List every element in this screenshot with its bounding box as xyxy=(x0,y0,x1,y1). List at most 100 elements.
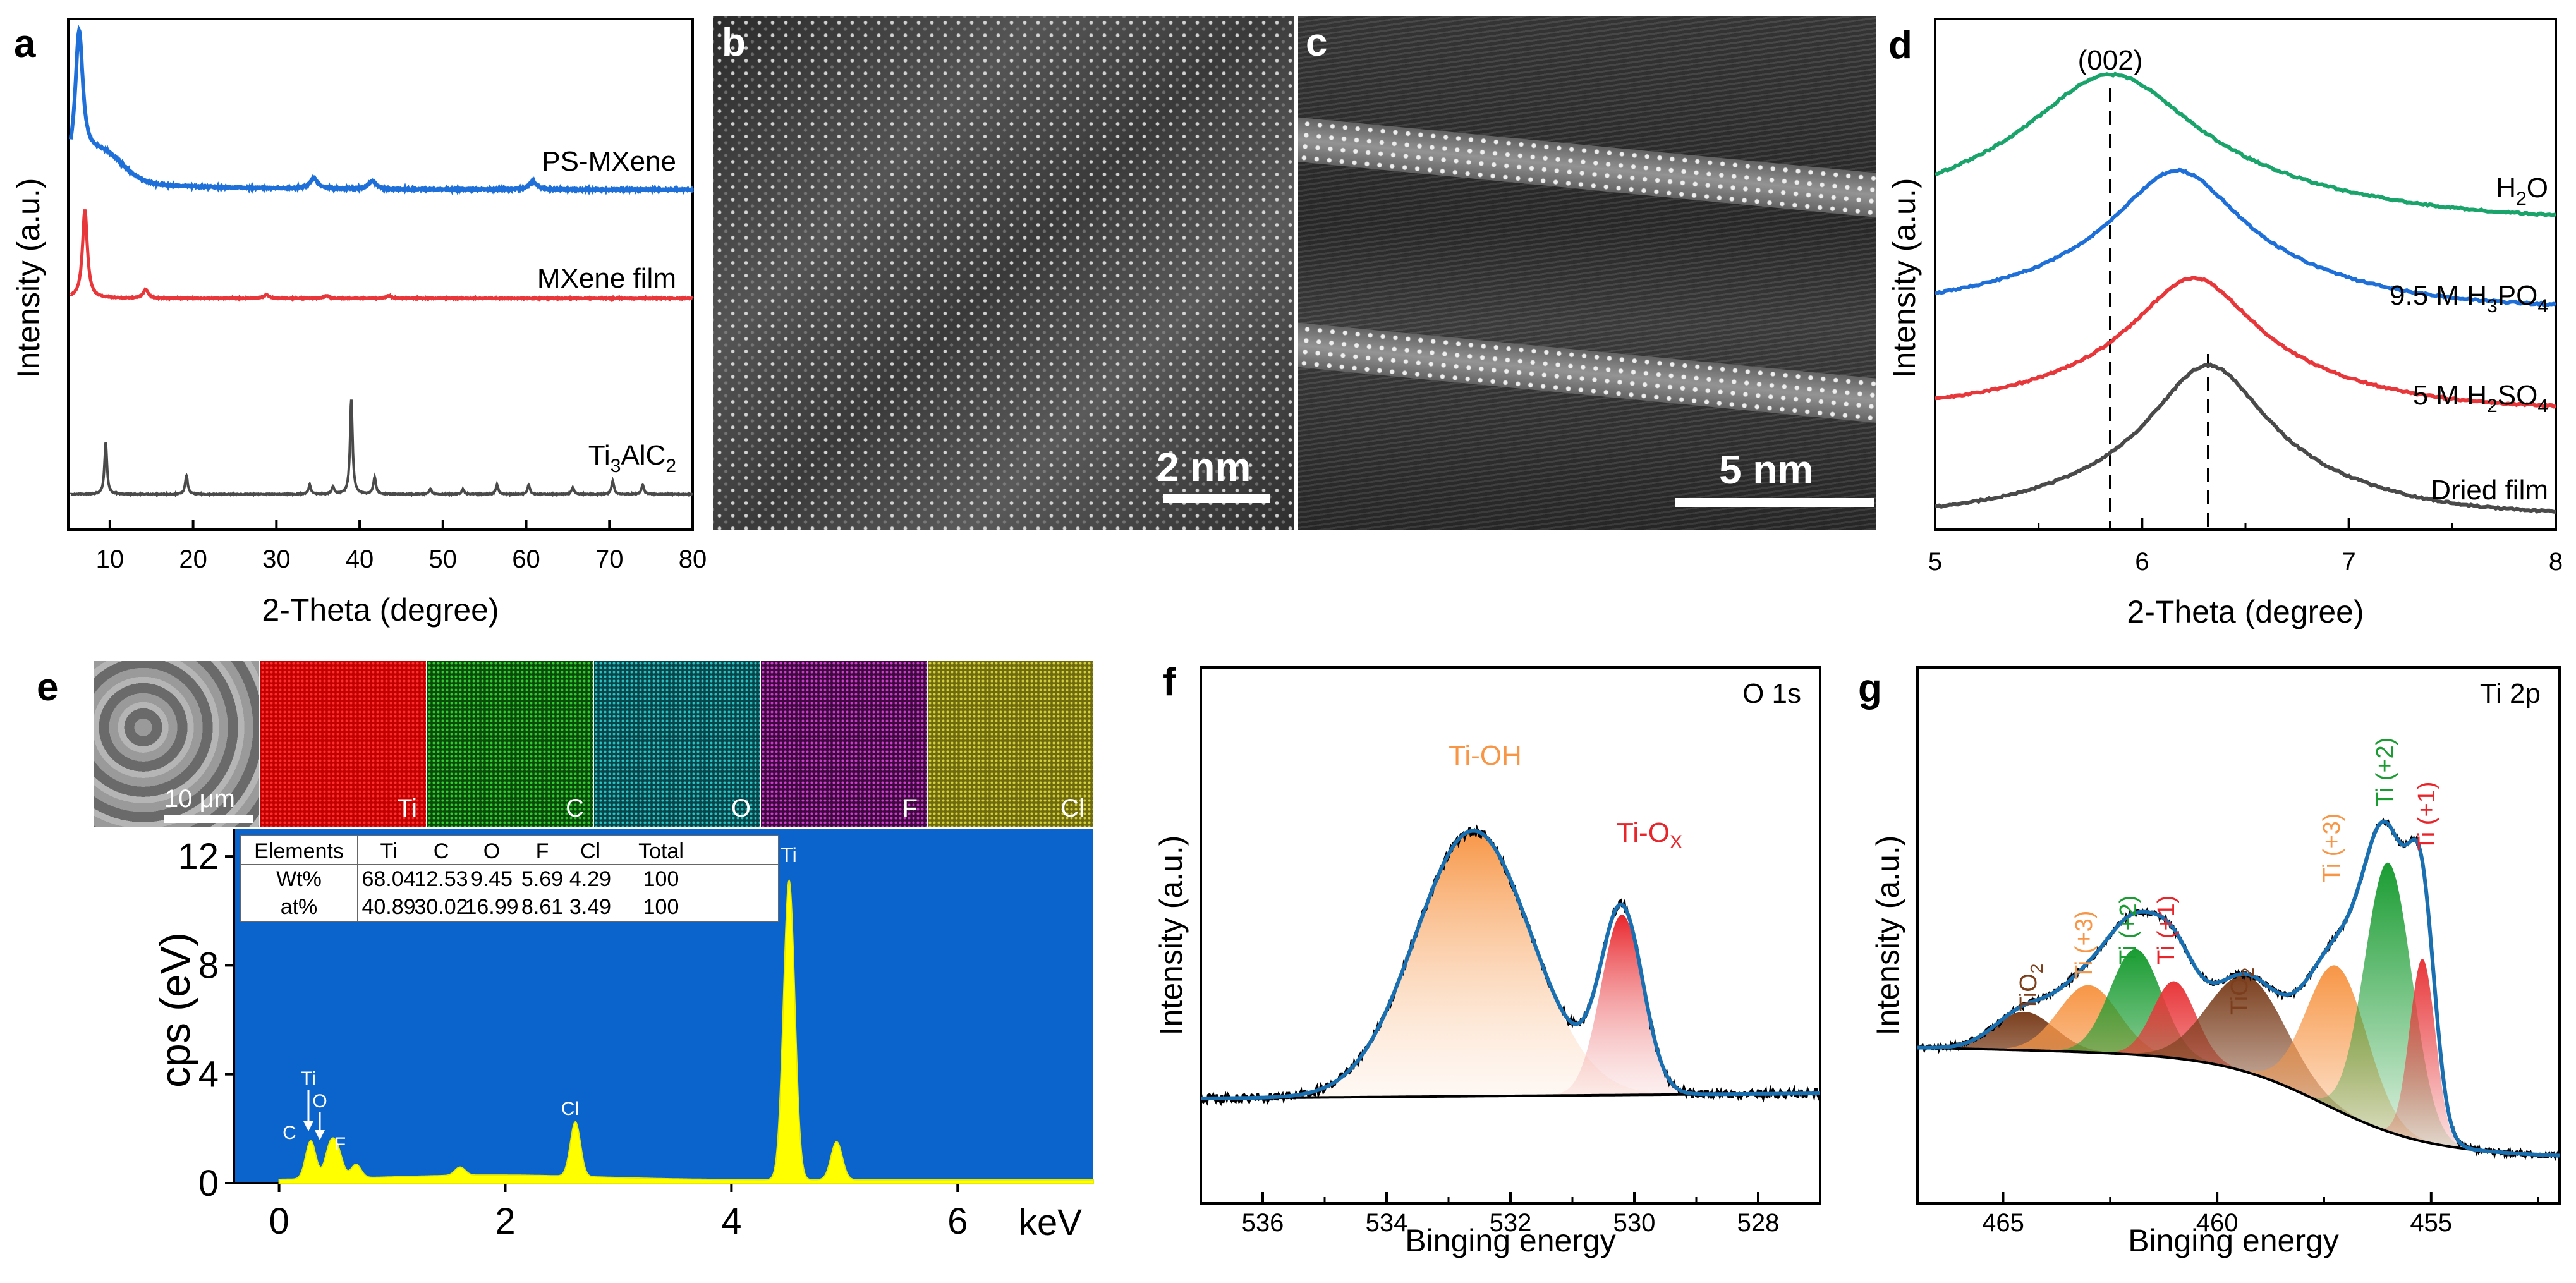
peak-label-ti-main: Ti xyxy=(781,844,796,866)
table-cell: at% xyxy=(281,895,318,919)
label-tio2: TiO2 xyxy=(2227,968,2257,1015)
x-tick-label: 465 xyxy=(1982,1209,2024,1237)
peak-label-002: (002) xyxy=(2078,45,2143,76)
y-tick-label: 4 xyxy=(198,1054,219,1095)
fit-envelope-line xyxy=(1201,829,1820,1100)
table-cell: 68.04 xyxy=(361,867,415,891)
table-cell: 30.02 xyxy=(414,895,468,919)
label-ti3: Ti (+3) xyxy=(2071,911,2098,980)
table-cell: 5.69 xyxy=(521,867,563,891)
table-cell: 100 xyxy=(643,867,679,891)
panel-c-hrtem-image: c 5 nm xyxy=(1298,16,1876,530)
x-tick-label: 20 xyxy=(179,545,207,573)
lattice-band xyxy=(1298,112,1876,224)
panel-letter: d xyxy=(1888,23,1912,67)
plot-frame xyxy=(1934,18,2557,531)
scale-bar-label: 2 nm xyxy=(1157,444,1251,490)
table-cell: F xyxy=(536,839,549,863)
map-label: Cl xyxy=(1060,794,1084,822)
x-axis-label: Binging energy xyxy=(1405,1223,1616,1258)
x-axis-unit: keV xyxy=(1019,1202,1082,1243)
x-ticks: 5 6 7 8 xyxy=(1928,518,2563,576)
table-cell: C xyxy=(434,839,449,863)
fit-peak-ti-1- xyxy=(1917,959,2560,1156)
series-label-h2so4: 5 M H2SO4 xyxy=(2413,380,2548,417)
series-line-h2so4 xyxy=(1935,276,2556,409)
background-line xyxy=(1917,1046,2560,1157)
x-ticks: 536 534 532 530 528 xyxy=(1242,1192,1779,1237)
series-line-dried-film xyxy=(1935,362,2556,514)
x-tick-label: 534 xyxy=(1366,1209,1408,1237)
series-line-mxene-film xyxy=(70,209,694,303)
panel-f-xps-o1s-chart: f Intensity (a.u.) Binging energy O 1s 5… xyxy=(1153,660,1821,1258)
spectrum-title: Ti 2p xyxy=(2480,678,2541,709)
x-tick-label: 7 xyxy=(2342,548,2356,576)
sem-scale-label: 10 μm xyxy=(164,785,235,813)
eds-map-f: F xyxy=(761,661,927,827)
x-tick-label: 6 xyxy=(947,1201,968,1242)
lattice-band xyxy=(1298,318,1876,429)
arrow-head xyxy=(315,1130,325,1140)
table-cell: 12.53 xyxy=(414,867,468,891)
x-axis-label: 2-Theta (degree) xyxy=(262,592,499,628)
x-tick-label: 6 xyxy=(2135,548,2149,576)
plot-frame xyxy=(67,18,694,531)
axis-ticks: 0 2 4 6 0 4 8 12 xyxy=(178,836,968,1242)
eds-map-ti: Ti xyxy=(260,661,426,827)
label-ti2: Ti (+2) xyxy=(2115,896,2142,964)
label-ti1: Ti (+1) xyxy=(2153,896,2180,964)
x-tick-label: 8 xyxy=(2549,548,2563,576)
series-label-dried-film: Dried film xyxy=(2431,475,2548,506)
panel-a-xrd-chart: a Intensity (a.u.) 2-Theta (degree) 10 20… xyxy=(11,18,707,628)
panel-g-xps-ti2p-chart: g Intensity (a.u.) Binging energy Ti 2p … xyxy=(1858,666,2561,1258)
table-cell: 9.45 xyxy=(471,867,513,891)
table-cell: 100 xyxy=(643,895,679,919)
x-ticks: 10 20 30 40 50 60 70 80 xyxy=(96,520,707,573)
table-cell: Elements xyxy=(254,839,344,863)
table-cell: Ti xyxy=(380,839,397,863)
peak-label-f: F xyxy=(334,1134,346,1155)
series-label-h2o: H2O xyxy=(2496,173,2548,209)
map-label: F xyxy=(902,794,918,822)
x-tick-label: 80 xyxy=(679,545,707,573)
peak-label-c: C xyxy=(283,1122,296,1143)
label-ti1: Ti (+1) xyxy=(2414,782,2440,851)
series-line-ti3alc2 xyxy=(70,399,694,498)
eds-spectrum-fill xyxy=(278,879,1094,1184)
table-cell: Total xyxy=(638,839,684,863)
fit-peak-ti-2- xyxy=(1917,862,2560,1156)
map-label: C xyxy=(566,794,584,822)
y-axis-label: Intensity (a.u.) xyxy=(1153,836,1189,1036)
plot-frame xyxy=(1916,666,2561,1205)
series-label-ps-mxene: PS-MXene xyxy=(542,146,676,177)
x-tick-label: 5 xyxy=(1928,548,1942,576)
label-ti2: Ti (+2) xyxy=(2372,738,2398,806)
fit-peak-tio2 xyxy=(1917,975,2560,1156)
x-tick-label: 530 xyxy=(1613,1209,1656,1237)
fit-peak-ti-3- xyxy=(1917,985,2560,1156)
x-tick-label: 2 xyxy=(495,1201,515,1242)
x-tick-label: 455 xyxy=(2410,1209,2452,1237)
y-axis-label: Intensity (a.u.) xyxy=(1870,836,1905,1036)
panel-letter: c xyxy=(1306,21,1328,64)
table-cell: Wt% xyxy=(276,867,322,891)
x-axis-label: 2-Theta (degree) xyxy=(2127,594,2364,629)
series-line-h3po4 xyxy=(1935,167,2557,307)
panel-e-eds-spectrum: 0 2 4 6 0 4 8 12 cps (eV) keV Ti C Ti O F Cl El… xyxy=(152,829,1094,1243)
sem-scale-bar xyxy=(164,815,253,823)
y-tick-label: 0 xyxy=(198,1163,219,1204)
y-tick-label: 12 xyxy=(178,836,219,877)
spectrum-title: O 1s xyxy=(1742,678,1801,709)
peak-label-ti-oh: Ti-OH xyxy=(1449,740,1522,771)
x-tick-label: 4 xyxy=(721,1201,741,1242)
fit-peak-ti-oh xyxy=(1201,830,1820,1098)
x-tick-label: 10 xyxy=(96,545,125,573)
scale-bar xyxy=(1675,498,1874,507)
peak-label-o: O xyxy=(312,1091,327,1112)
map-label: O xyxy=(731,794,751,822)
fit-peaks xyxy=(1917,862,2560,1156)
table-cell: 3.49 xyxy=(569,895,611,919)
series-line-h2o xyxy=(1935,71,2556,217)
